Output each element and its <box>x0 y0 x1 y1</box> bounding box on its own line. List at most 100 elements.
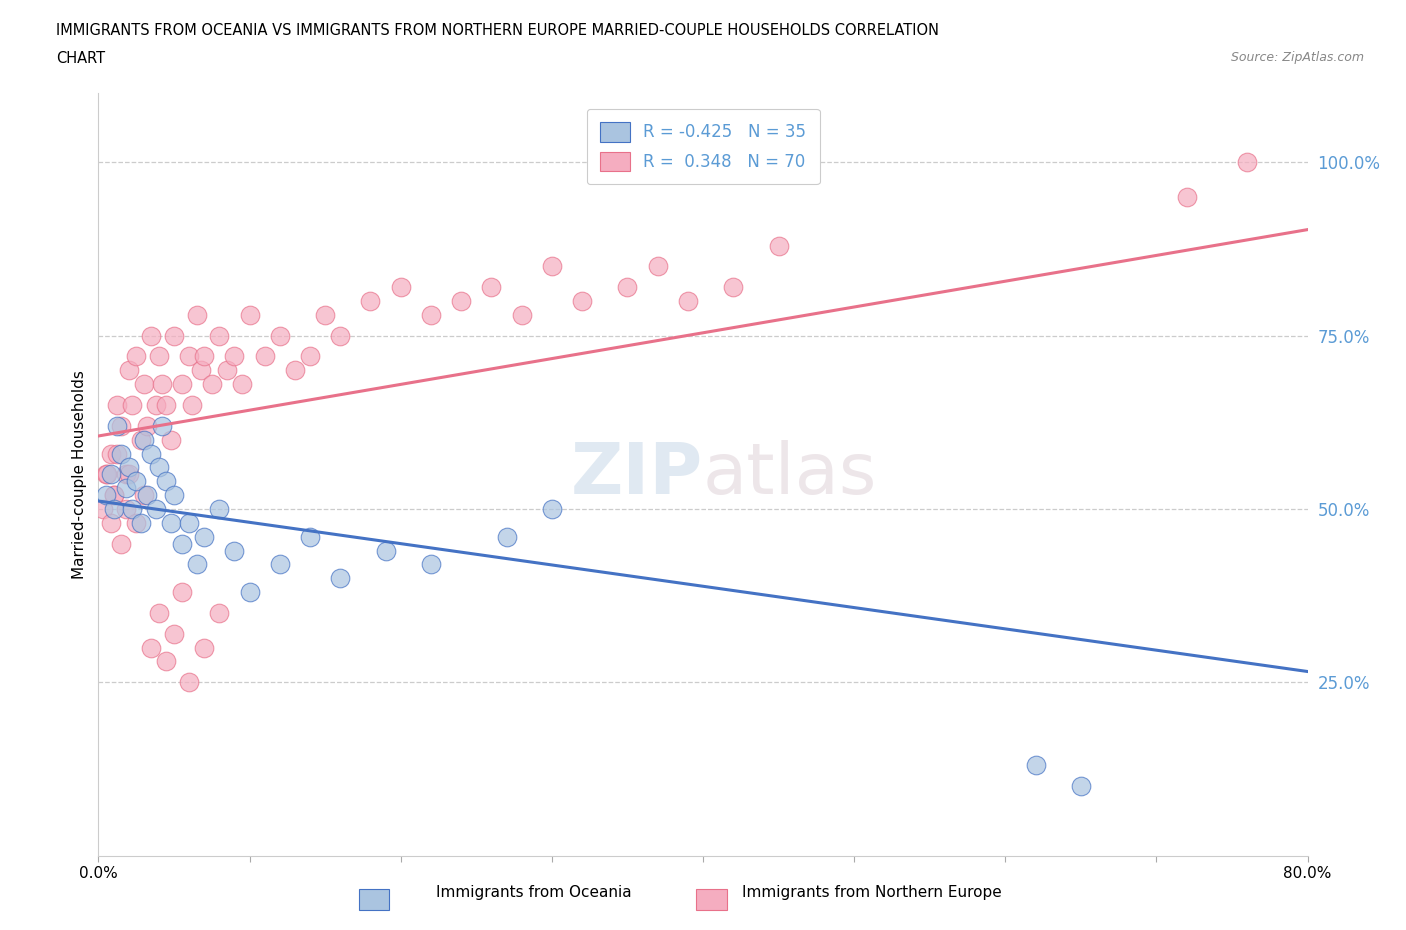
Point <box>253 349 276 364</box>
Point <box>224 349 246 364</box>
Point <box>374 543 396 558</box>
Point <box>1070 778 1092 793</box>
Point <box>148 349 170 364</box>
Point <box>179 675 201 690</box>
Point <box>1175 190 1198 205</box>
Point <box>129 432 152 447</box>
Point <box>450 294 472 309</box>
Point <box>231 377 253 392</box>
Point <box>1024 758 1046 773</box>
Point <box>129 515 152 530</box>
Point <box>118 363 141 378</box>
Point <box>269 328 291 343</box>
Text: IMMIGRANTS FROM OCEANIA VS IMMIGRANTS FROM NORTHERN EUROPE MARRIED-COUPLE HOUSEH: IMMIGRANTS FROM OCEANIA VS IMMIGRANTS FR… <box>56 23 939 38</box>
Point <box>100 515 122 530</box>
Point <box>132 487 155 502</box>
Point <box>150 418 173 433</box>
Point <box>160 515 183 530</box>
Point <box>148 460 170 475</box>
Point <box>118 467 141 482</box>
Point <box>481 280 503 295</box>
Point <box>170 377 193 392</box>
Point <box>125 515 148 530</box>
Point <box>118 460 141 475</box>
Point <box>141 328 163 343</box>
Point <box>190 363 212 378</box>
Point <box>96 467 118 482</box>
Point <box>179 349 201 364</box>
Point <box>420 308 443 323</box>
Point <box>125 349 148 364</box>
Point <box>148 605 170 620</box>
Y-axis label: Married-couple Households: Married-couple Households <box>72 370 87 578</box>
Point <box>94 487 117 502</box>
Point <box>676 294 699 309</box>
Point <box>571 294 593 309</box>
Point <box>299 529 322 544</box>
Point <box>1236 155 1258 170</box>
Point <box>181 397 204 412</box>
Point <box>150 377 173 392</box>
Point <box>495 529 517 544</box>
Point <box>155 473 177 488</box>
Point <box>145 501 167 516</box>
Point <box>135 487 157 502</box>
Point <box>114 467 136 482</box>
Point <box>284 363 307 378</box>
Point <box>105 397 128 412</box>
Point <box>163 328 186 343</box>
Text: atlas: atlas <box>703 440 877 509</box>
Point <box>103 487 125 502</box>
Point <box>132 377 155 392</box>
Point <box>193 349 215 364</box>
Point <box>170 585 193 600</box>
Point <box>647 259 669 273</box>
Point <box>540 501 562 516</box>
Point <box>360 294 382 309</box>
Point <box>193 529 215 544</box>
Point <box>145 397 167 412</box>
Point <box>224 543 246 558</box>
Point <box>94 467 117 482</box>
Point <box>155 654 177 669</box>
Point <box>110 418 132 433</box>
Point <box>110 537 132 551</box>
Point <box>100 446 122 461</box>
Point <box>91 501 114 516</box>
Legend: R = -0.425   N = 35, R =  0.348   N = 70: R = -0.425 N = 35, R = 0.348 N = 70 <box>586 109 820 184</box>
Point <box>163 626 186 641</box>
Point <box>170 537 193 551</box>
Point <box>329 328 352 343</box>
Point <box>768 238 790 253</box>
Point <box>299 349 322 364</box>
Point <box>135 418 157 433</box>
Point <box>193 640 215 655</box>
Text: CHART: CHART <box>56 51 105 66</box>
Point <box>163 487 186 502</box>
Point <box>103 501 125 516</box>
Point <box>329 571 352 586</box>
Point <box>723 280 745 295</box>
Point <box>103 487 125 502</box>
Point <box>510 308 533 323</box>
Point <box>239 308 262 323</box>
Point <box>269 557 291 572</box>
Point <box>114 501 136 516</box>
Point <box>208 328 231 343</box>
Point <box>160 432 183 447</box>
Point <box>105 418 128 433</box>
Point <box>186 557 208 572</box>
Point <box>540 259 562 273</box>
Point <box>215 363 238 378</box>
Point <box>141 640 163 655</box>
Text: Source: ZipAtlas.com: Source: ZipAtlas.com <box>1230 51 1364 64</box>
Point <box>155 397 177 412</box>
Point <box>141 446 163 461</box>
Point <box>420 557 443 572</box>
Point <box>314 308 336 323</box>
Point <box>208 605 231 620</box>
Point <box>121 397 143 412</box>
Point <box>186 308 208 323</box>
Point <box>208 501 231 516</box>
Point <box>179 515 201 530</box>
